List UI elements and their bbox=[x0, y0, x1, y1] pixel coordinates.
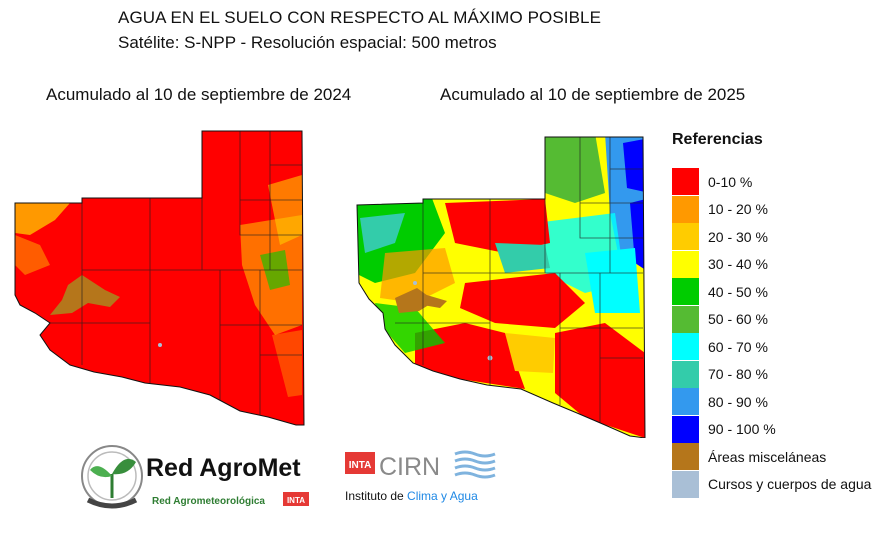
legend-item-70-80: 70 - 80 % bbox=[672, 360, 886, 389]
cirn-subtitle-highlight: Clima y Agua bbox=[407, 489, 478, 503]
legend-swatch bbox=[672, 305, 699, 333]
inta-badge-small bbox=[283, 492, 309, 506]
legend-label: 40 - 50 % bbox=[708, 283, 768, 300]
legend-label: 90 - 100 % bbox=[708, 421, 776, 438]
soil-water-map-2025 bbox=[356, 136, 646, 438]
legend-item-90-100: 90 - 100 % bbox=[672, 415, 886, 444]
plant-globe-icon bbox=[81, 445, 143, 509]
inta-badge bbox=[345, 452, 375, 474]
legend-label: 60 - 70 % bbox=[708, 338, 768, 355]
map-title: AGUA EN EL SUELO CON RESPECTO AL MÁXIMO … bbox=[118, 8, 602, 27]
legend-title: Referencias bbox=[672, 131, 763, 148]
legend-swatch bbox=[672, 250, 699, 278]
legend-item-10-20: 10 - 20 % bbox=[672, 195, 886, 224]
legend-swatch bbox=[672, 195, 699, 223]
legend-label: 80 - 90 % bbox=[708, 393, 768, 410]
cirn-logo: INTA CIRN Instituto de Clima y Agua bbox=[345, 450, 496, 503]
orange-patch bbox=[15, 203, 70, 235]
legend-swatch bbox=[672, 415, 699, 443]
red-agromet-subtitle: Red Agrometeorológica bbox=[152, 496, 265, 507]
legend-label: 20 - 30 % bbox=[708, 228, 768, 245]
legend-swatch bbox=[672, 388, 699, 416]
legend-swatch bbox=[672, 168, 699, 196]
legend-swatch bbox=[672, 278, 699, 306]
legend-item-0-10: 0-10 % bbox=[672, 168, 886, 196]
red-agromet-name: Red AgroMet bbox=[146, 454, 301, 482]
legend-label: 30 - 40 % bbox=[708, 256, 768, 273]
legend-label: 0-10 % bbox=[708, 173, 753, 190]
inta-text: INTA bbox=[349, 460, 372, 471]
legend-label: Áreas misceláneas bbox=[708, 448, 827, 465]
legend-item-40-50: 40 - 50 % bbox=[672, 278, 886, 306]
legend-label: Cursos y cuerpos de agua bbox=[708, 476, 872, 493]
panel-title-2024: Acumulado al 10 de septiembre de 2024 bbox=[46, 85, 352, 104]
legend-item-misc: Áreas misceláneas bbox=[672, 443, 886, 471]
misc-area-2025 bbox=[395, 288, 435, 313]
cirn-name: CIRN bbox=[379, 453, 440, 481]
legend-swatch bbox=[672, 443, 699, 471]
legend-swatch bbox=[672, 360, 699, 388]
legend-item-80-90: 80 - 90 % bbox=[672, 388, 886, 416]
legend-label: 50 - 60 % bbox=[708, 311, 768, 328]
panel-title-2025: Acumulado al 10 de septiembre de 2025 bbox=[440, 85, 746, 104]
legend-swatch bbox=[672, 223, 699, 251]
cirn-subtitle-prefix: Instituto de bbox=[345, 489, 407, 503]
legend-item-20-30: 20 - 30 % bbox=[672, 223, 886, 251]
legend-items: 0-10 % 10 - 20 % 20 - 30 % 30 - 40 % 40 … bbox=[672, 168, 886, 498]
legend-label: 70 - 80 % bbox=[708, 366, 768, 383]
legend-item-50-60: 50 - 60 % bbox=[672, 305, 886, 334]
waves-icon bbox=[454, 450, 496, 479]
legend-swatch bbox=[672, 333, 699, 361]
legend-item-60-70: 60 - 70 % bbox=[672, 333, 886, 361]
legend-item-30-40: 30 - 40 % bbox=[672, 250, 886, 279]
legend: Referencias 0-10 % 10 - 20 % 20 - 30 % 3… bbox=[672, 130, 886, 498]
misc-area bbox=[50, 275, 120, 315]
legend-swatch bbox=[672, 470, 699, 498]
red-agromet-logo: Red AgroMet Red Agrometeorológica INTA bbox=[81, 445, 309, 509]
legend-label: 10 - 20 % bbox=[708, 201, 768, 218]
map-subtitle: Satélite: S-NPP - Resolución espacial: 5… bbox=[118, 33, 497, 52]
svg-text:Instituto de Clima y Agua: Instituto de Clima y Agua bbox=[345, 489, 478, 503]
legend-item-water: Cursos y cuerpos de agua bbox=[672, 470, 886, 499]
soil-water-map-2024 bbox=[14, 130, 305, 426]
inta-badge-text: INTA bbox=[287, 496, 305, 505]
